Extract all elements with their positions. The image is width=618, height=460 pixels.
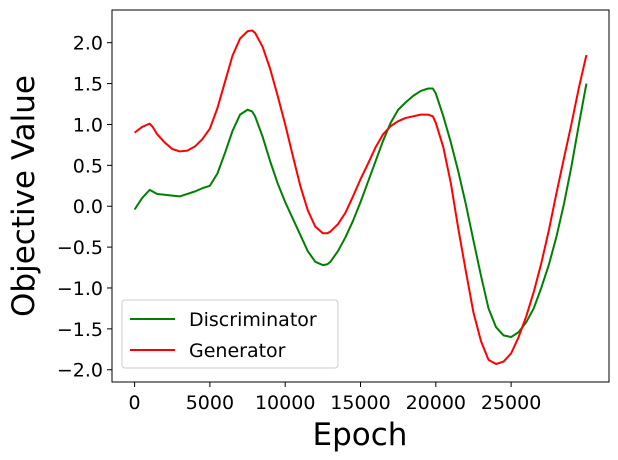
x-tick-label: 5000: [186, 392, 234, 414]
x-tick-label: 25000: [481, 392, 541, 414]
y-tick-label: −1.5: [57, 319, 103, 341]
legend-label-generator: Generator: [189, 340, 286, 362]
x-tick-label: 10000: [255, 392, 315, 414]
y-tick-label: 1.0: [73, 114, 103, 136]
y-tick-label: 0.0: [73, 196, 103, 218]
series-line-generator: [133, 29, 588, 366]
y-tick-label: −0.5: [57, 237, 103, 259]
y-tick-label: 0.5: [73, 155, 103, 177]
legend-label-discriminator: Discriminator: [189, 309, 317, 331]
series-layer: [133, 29, 588, 366]
legend-box: [121, 299, 339, 369]
x-tick-label: 15000: [330, 392, 390, 414]
y-tick-label: 1.5: [73, 74, 103, 96]
y-axis-label: Objective Value: [6, 75, 42, 317]
series-line-discriminator: [133, 83, 588, 339]
legend: Discriminator Generator: [121, 299, 339, 369]
y-axis: −2.0 −1.5 −1.0 −0.5 0.0 0.5 1.0 1.5 2.0: [57, 33, 112, 382]
y-tick-label: −1.0: [57, 278, 103, 300]
x-axis-label: Epoch: [313, 417, 408, 453]
y-tick-label: 2.0: [73, 33, 103, 55]
y-tick-label: −2.0: [57, 360, 103, 382]
x-tick-label: 20000: [406, 392, 466, 414]
x-axis: 0 5000 10000 15000 20000 25000: [129, 382, 541, 414]
x-tick-label: 0: [129, 392, 141, 414]
